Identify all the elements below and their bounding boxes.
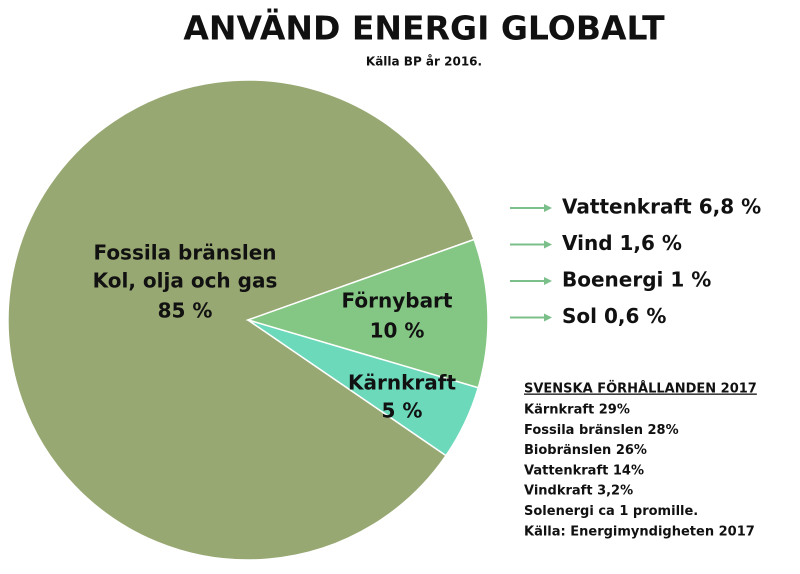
breakdown: Vattenkraft 6,8 % Vind 1,6 % Boenergi 1 % S… xyxy=(510,195,761,328)
breakdown-item: Sol 0,6 % xyxy=(562,304,666,328)
arrow-head xyxy=(544,204,552,212)
slice-value-label: 5 % xyxy=(382,399,423,423)
notes-line: Kärnkraft 29% xyxy=(524,403,630,418)
pie-slice xyxy=(7,79,476,561)
arrow-head xyxy=(544,240,552,249)
slice-labels: Fossila bränslen Kol, olja och gas 85 % För… xyxy=(93,241,457,423)
notes-line: Vindkraft 3,2% xyxy=(524,484,633,499)
chart-subtitle: Källa BP år 2016. xyxy=(366,55,482,69)
notes-line: Källa: Energimyndigheten 2017 xyxy=(524,524,755,539)
arrow-head xyxy=(544,277,552,285)
chart-title: ANVÄND ENERGI GLOBALT xyxy=(183,8,665,48)
breakdown-item: Boenergi 1 % xyxy=(562,268,711,292)
notes-line: Fossila bränslen 28% xyxy=(524,423,679,438)
notes-line: Solenergi ca 1 promille. xyxy=(524,504,698,519)
slice-category: Kärnkraft xyxy=(348,371,456,395)
breakdown-item: Vattenkraft 6,8 % xyxy=(562,195,761,219)
notes: SVENSKA FÖRHÅLLANDEN 2017 Kärnkraft 29% Fo… xyxy=(524,381,757,540)
breakdown-item: Vind 1,6 % xyxy=(562,231,682,255)
slice-category: Förnybart xyxy=(342,289,453,313)
notes-line: Vattenkraft 14% xyxy=(524,463,644,478)
slice-value-label: 10 % xyxy=(370,319,425,343)
notes-line: Biobränslen 26% xyxy=(524,443,647,458)
pie xyxy=(7,79,489,561)
pie-slice xyxy=(245,238,489,389)
slice-value-label: 85 % xyxy=(158,299,213,323)
slice-note: Kol, olja och gas xyxy=(93,269,278,293)
arrow-head xyxy=(544,313,552,322)
pie-slice xyxy=(247,319,480,457)
notes-title: SVENSKA FÖRHÅLLANDEN 2017 xyxy=(524,381,757,397)
slice-category: Fossila bränslen xyxy=(93,241,276,265)
